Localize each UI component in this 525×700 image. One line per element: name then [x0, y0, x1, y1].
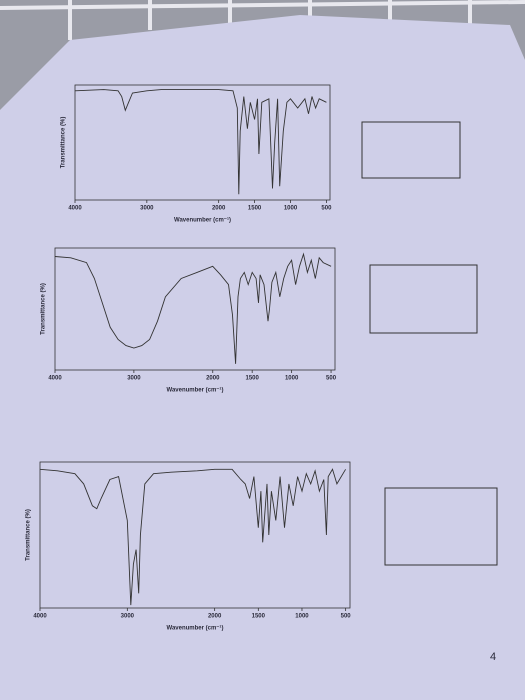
spectrum-line [39, 468, 346, 606]
plot-frame [54, 247, 336, 371]
x-tick-label: 500 [321, 206, 332, 212]
x-tick-label: 2000 [206, 376, 220, 382]
x-tick-label: 3000 [140, 206, 154, 212]
x-tick-label: 500 [326, 376, 337, 382]
page-number: 4 [490, 651, 496, 663]
answer-boxes [361, 121, 498, 566]
x-tick-label: 1000 [285, 376, 299, 382]
x-tick-label: 500 [341, 614, 352, 620]
x-tick-label: 1500 [252, 614, 266, 620]
plot-frame [39, 461, 351, 609]
x-tick-label: 3000 [121, 614, 135, 620]
x-tick-label: 1500 [246, 376, 260, 382]
y-axis-label: Transmittance (%) [41, 283, 47, 335]
spectrum-line [74, 89, 327, 195]
x-tick-label: 2000 [208, 614, 222, 620]
x-tick-label: 1500 [248, 206, 262, 212]
x-tick-label: 4000 [33, 614, 47, 620]
x-tick-label: 4000 [68, 206, 82, 212]
x-tick-label: 1000 [284, 206, 298, 212]
answer-box [369, 264, 478, 334]
answer-box [361, 121, 461, 179]
plot-frame [74, 84, 331, 201]
x-tick-label: 4000 [48, 376, 62, 382]
y-axis-label: Transmittance (%) [26, 509, 32, 561]
x-axis-label: Wavenumber (cm⁻¹) [167, 387, 224, 394]
x-tick-label: 2000 [212, 206, 226, 212]
x-tick-label: 3000 [127, 376, 141, 382]
x-axis-label: Wavenumber (cm⁻¹) [174, 217, 231, 224]
x-tick-label: 1000 [295, 614, 309, 620]
paper [0, 15, 525, 700]
y-axis-label: Transmittance (%) [61, 117, 67, 169]
spectrum-line [54, 252, 332, 364]
x-axis-label: Wavenumber (cm⁻¹) [167, 625, 224, 632]
answer-box [384, 487, 498, 566]
